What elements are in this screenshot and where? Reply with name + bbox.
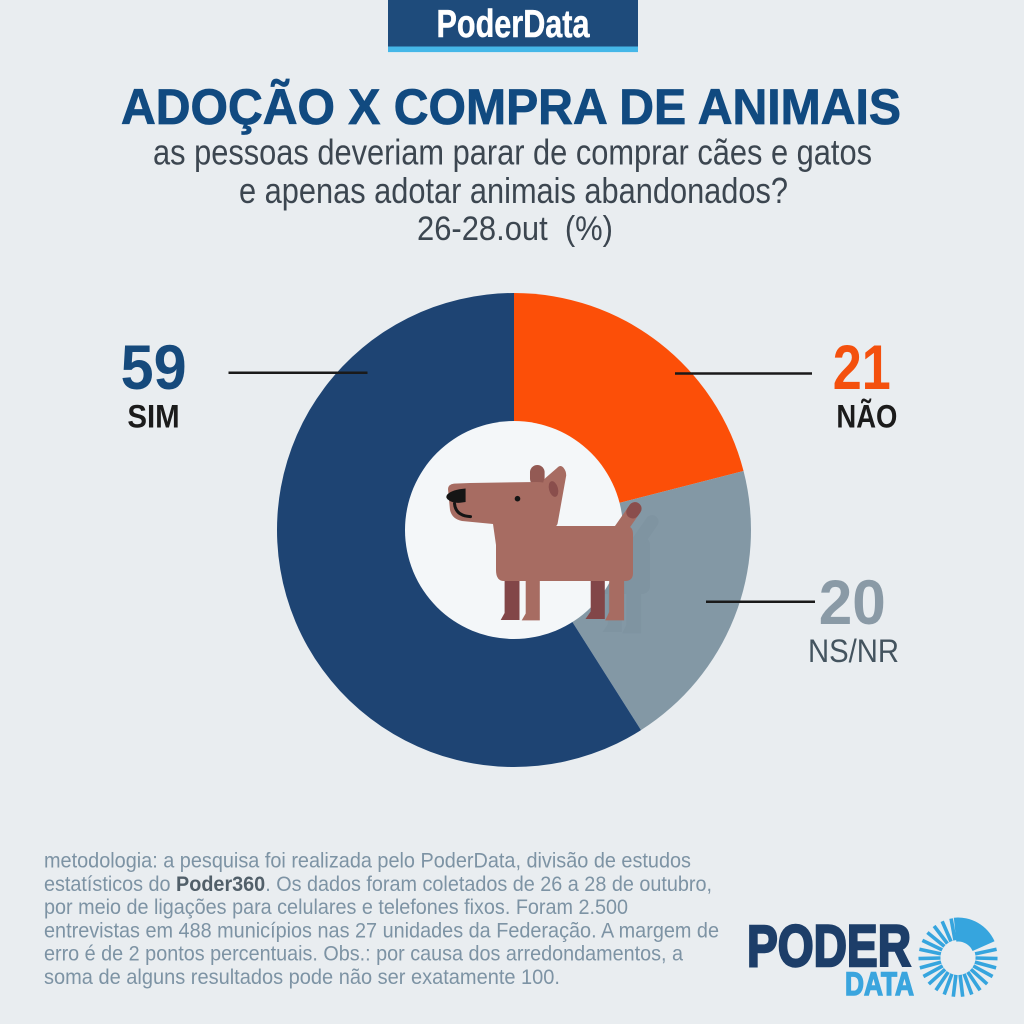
svg-text:por meio de ligações para celu: por meio de ligações para celulares e te… [44,896,628,919]
svg-text:DATA: DATA [845,966,914,1002]
svg-text:59: 59 [121,333,187,403]
svg-text:estatísticos do Poder360. Os d: estatísticos do Poder360. Os dados foram… [44,873,712,896]
svg-text:soma de alguns resultados pode: soma de alguns resultados pode não ser e… [44,966,560,989]
svg-text:26-28.out (%): 26-28.out (%) [417,210,613,248]
svg-text:e apenas adotar animais abando: e apenas adotar animais abandonados? [239,170,788,211]
svg-text:PODER: PODER [747,914,911,979]
svg-text:20: 20 [819,568,886,638]
svg-text:ADOÇÃO X COMPRA DE ANIMAIS: ADOÇÃO X COMPRA DE ANIMAIS [121,79,901,135]
svg-text:erro é de 2 pontos percentuais: erro é de 2 pontos percentuais. Obs.: po… [44,943,683,966]
svg-text:NS/NR: NS/NR [808,633,899,669]
svg-text:entrevistas em 488 municípios: entrevistas em 488 municípios nas 27 uni… [44,919,719,942]
svg-text:as pessoas deveriam parar de c: as pessoas deveriam parar de comprar cãe… [153,132,872,173]
svg-text:metodologia: a pesquisa foi re: metodologia: a pesquisa foi realizada pe… [44,850,691,873]
svg-text:PoderData: PoderData [437,3,590,46]
svg-text:21: 21 [833,333,891,403]
svg-text:SIM: SIM [127,398,179,434]
svg-text:NÃO: NÃO [836,398,897,434]
